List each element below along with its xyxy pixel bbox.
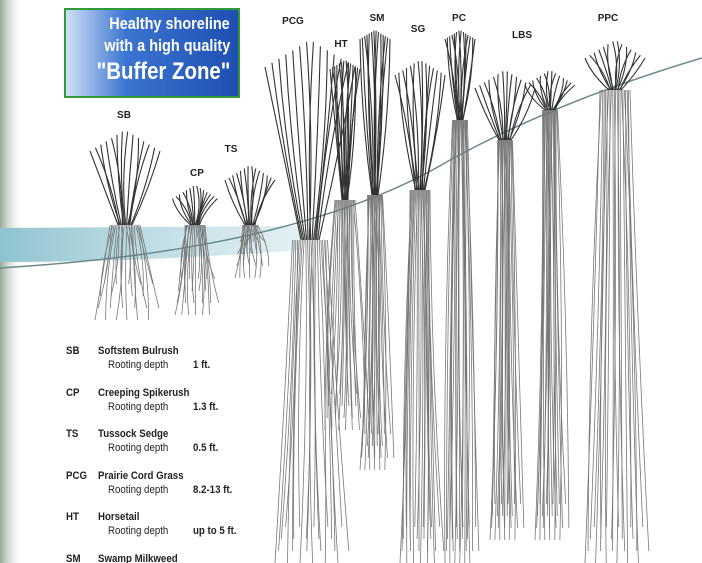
page: Healthy shoreline with a high quality "B…	[0, 0, 702, 563]
title-line: "Buffer Zone"	[96, 58, 230, 86]
legend-code: TS	[66, 428, 78, 440]
plants	[90, 31, 649, 563]
plant-label: PC	[452, 13, 466, 24]
root	[376, 195, 377, 446]
legend-name: Horsetail	[98, 511, 139, 523]
legend-depth-label: Rooting depth	[108, 401, 168, 413]
root	[382, 195, 386, 470]
leaf	[253, 173, 264, 225]
plant-label: PPC	[598, 13, 619, 24]
root	[507, 140, 508, 516]
plant-label: LBS	[512, 30, 532, 41]
legend-code: SM	[66, 553, 81, 563]
title-box: Healthy shoreline with a high quality "B…	[64, 8, 240, 98]
root	[558, 110, 569, 528]
root	[512, 140, 516, 540]
legend-code: CP	[66, 387, 79, 399]
root	[464, 120, 465, 563]
title-line: with a high quality	[104, 36, 230, 56]
leaf	[309, 42, 313, 240]
leaf	[489, 80, 502, 140]
leaf	[95, 148, 119, 225]
root	[623, 90, 628, 563]
plant-label: PCG	[282, 16, 304, 27]
legend-depth-label: Rooting depth	[108, 442, 168, 454]
legend-code: SB	[66, 345, 79, 357]
leaf	[272, 63, 302, 240]
leaf	[253, 175, 267, 225]
leaf	[130, 145, 149, 225]
legend-name: Softstem Bulrush	[98, 345, 179, 357]
plant-label: SM	[370, 13, 385, 24]
left-edge	[0, 0, 22, 563]
legend-name: Creeping Spikerush	[98, 387, 189, 399]
legend-depth-label: Rooting depth	[108, 484, 168, 496]
legend-name: Swamp Milkweed	[98, 553, 178, 563]
title-line: Healthy shoreline	[110, 14, 230, 34]
legend-depth: 8.2-13 ft.	[193, 484, 232, 496]
legend-code: HT	[66, 511, 79, 523]
legend-code: PCG	[66, 470, 87, 482]
legend-depth-label: Rooting depth	[108, 525, 168, 537]
legend-name: Prairie Cord Grass	[98, 470, 184, 482]
legend-depth-label: Rooting depth	[108, 359, 168, 371]
leaf	[608, 44, 614, 90]
legend-depth: up to 5 ft.	[193, 525, 237, 537]
root	[630, 90, 649, 551]
plant-label: SB	[117, 110, 131, 121]
legend-name: Tussock Sedge	[98, 428, 168, 440]
legend-depth: 0.5 ft.	[193, 442, 218, 454]
root	[353, 200, 365, 394]
root	[588, 90, 601, 551]
root	[300, 240, 306, 563]
legend-depth: 1.3 ft.	[193, 401, 218, 413]
plant-label: SG	[411, 24, 425, 35]
plant-label: HT	[334, 39, 347, 50]
plant-label: CP	[190, 168, 204, 179]
root	[620, 90, 622, 539]
plant-label: TS	[225, 144, 238, 155]
legend-depth: 1 ft.	[193, 359, 210, 371]
